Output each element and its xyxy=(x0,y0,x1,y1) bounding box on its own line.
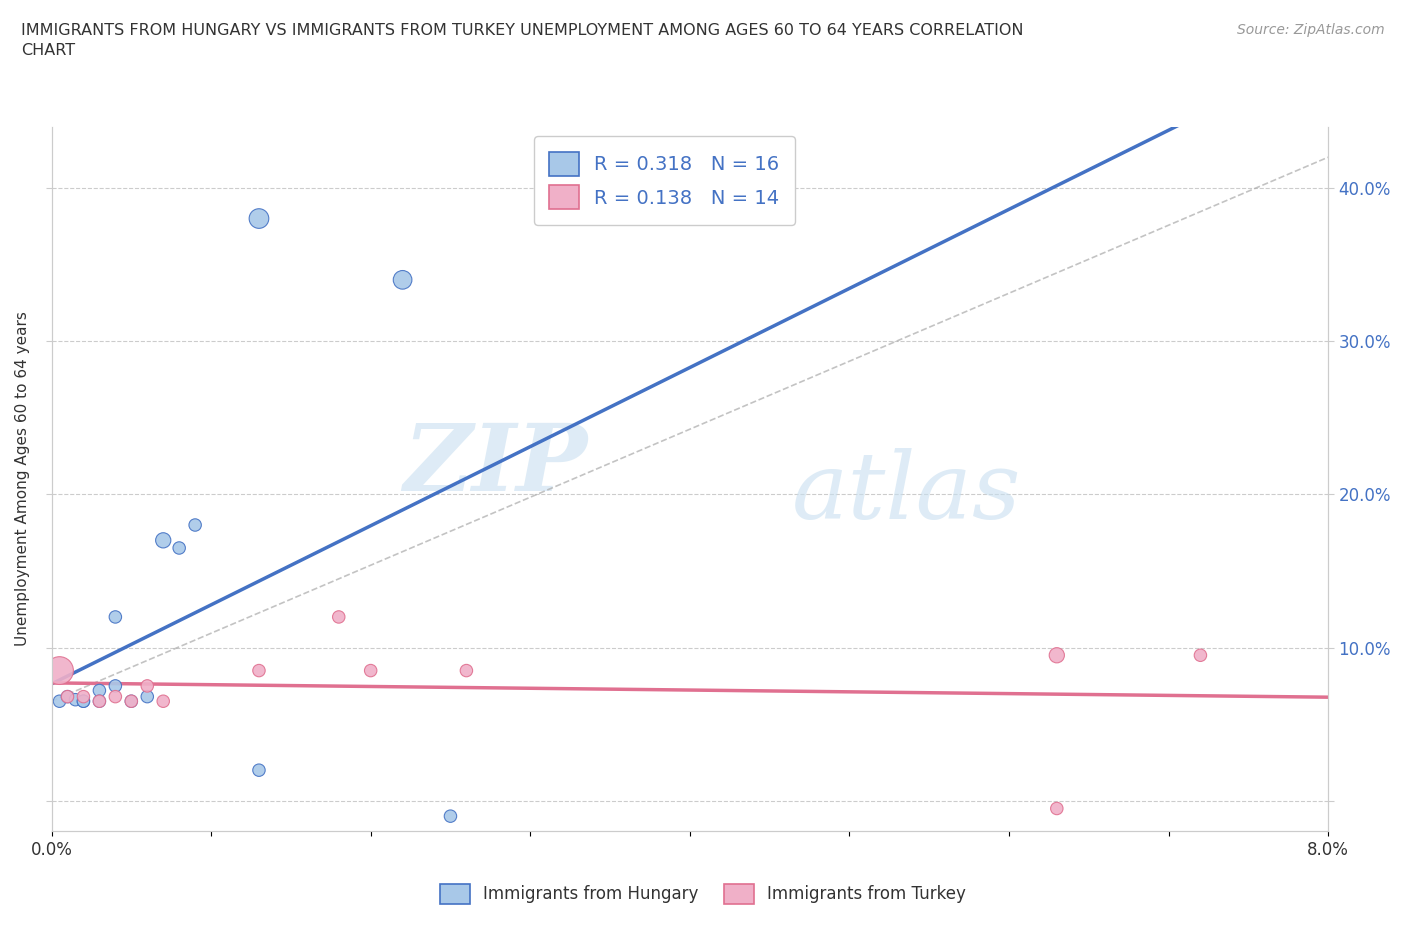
Point xyxy=(72,694,94,709)
Point xyxy=(89,694,111,709)
Point xyxy=(48,694,70,709)
Text: ZIP: ZIP xyxy=(404,420,588,510)
Point xyxy=(439,809,461,824)
Point xyxy=(167,540,190,555)
Point xyxy=(184,518,207,533)
Legend: R = 0.318   N = 16, R = 0.138   N = 14: R = 0.318 N = 16, R = 0.138 N = 14 xyxy=(534,137,794,225)
Point xyxy=(1189,648,1212,663)
Text: IMMIGRANTS FROM HUNGARY VS IMMIGRANTS FROM TURKEY UNEMPLOYMENT AMONG AGES 60 TO : IMMIGRANTS FROM HUNGARY VS IMMIGRANTS FR… xyxy=(21,23,1024,58)
Point xyxy=(104,689,127,704)
Text: atlas: atlas xyxy=(792,448,1021,538)
Point xyxy=(152,694,174,709)
Point xyxy=(247,763,270,777)
Point xyxy=(48,663,70,678)
Point xyxy=(360,663,382,678)
Point xyxy=(65,692,87,707)
Point xyxy=(136,679,159,694)
Point xyxy=(56,689,79,704)
Point xyxy=(391,272,413,287)
Point xyxy=(72,689,94,704)
Point xyxy=(89,694,111,709)
Text: Source: ZipAtlas.com: Source: ZipAtlas.com xyxy=(1237,23,1385,37)
Point xyxy=(136,689,159,704)
Y-axis label: Unemployment Among Ages 60 to 64 years: Unemployment Among Ages 60 to 64 years xyxy=(15,312,30,646)
Point xyxy=(120,694,142,709)
Point xyxy=(72,694,94,709)
Point xyxy=(247,211,270,226)
Point xyxy=(104,679,127,694)
Point xyxy=(328,609,350,624)
Point xyxy=(56,689,79,704)
Point xyxy=(89,683,111,698)
Legend: Immigrants from Hungary, Immigrants from Turkey: Immigrants from Hungary, Immigrants from… xyxy=(432,875,974,912)
Point xyxy=(1046,648,1069,663)
Point xyxy=(247,663,270,678)
Point xyxy=(152,533,174,548)
Point xyxy=(104,609,127,624)
Point xyxy=(1046,801,1069,816)
Point xyxy=(120,694,142,709)
Point xyxy=(456,663,478,678)
